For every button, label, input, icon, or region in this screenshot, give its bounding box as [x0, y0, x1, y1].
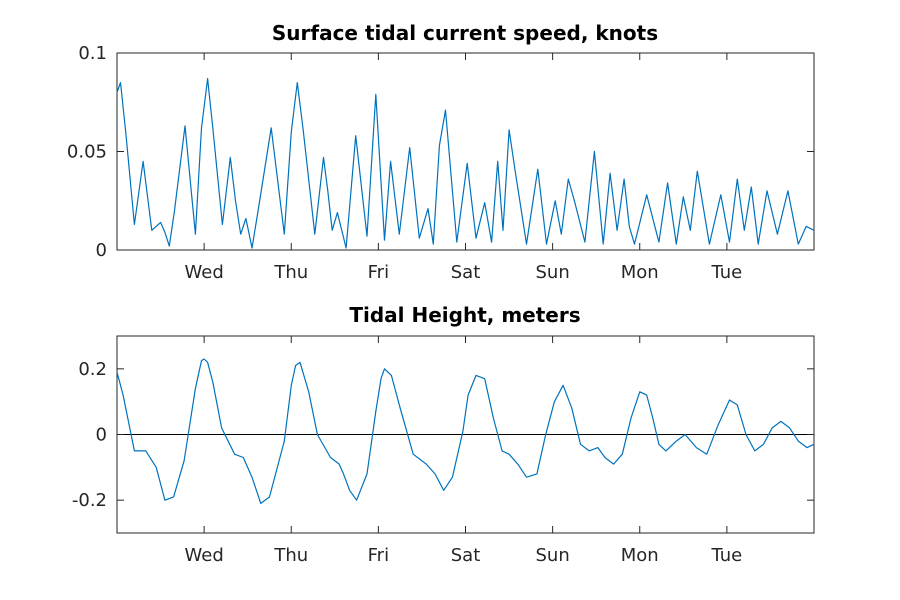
y-tick-label: 0.2	[78, 359, 107, 380]
panel-current-speed: Surface tidal current speed, knots Wed Th…	[67, 21, 815, 283]
x-tick-label: Sun	[536, 545, 570, 566]
series-line-current-speed	[116, 77, 815, 249]
axis-ticks-tidal-height: Wed Thu Fri Sat Sun Mon Tue -0.2 0 0.2	[72, 336, 814, 566]
x-tick-label: Thu	[273, 262, 308, 283]
panel-tidal-height: Tidal Height, meters Wed Thu Fri Sat Sun Mon T…	[72, 303, 815, 566]
x-tick-label: Mon	[621, 545, 659, 566]
y-tick-label: 0.1	[78, 43, 107, 64]
y-tick-label: 0.05	[67, 142, 107, 163]
y-tick-label: 0	[96, 240, 107, 261]
axis-ticks-current-speed: Wed Thu Fri Sat Sun Mon Tue 0 0.05 0.1	[67, 43, 814, 283]
x-tick-label: Sat	[451, 545, 481, 566]
series-group-tidal-height	[116, 358, 815, 504]
series-group-current-speed	[116, 77, 815, 249]
x-tick-label: Thu	[273, 545, 308, 566]
y-tick-label: 0	[96, 425, 107, 446]
x-tick-label: Wed	[185, 545, 224, 566]
chart-title-current-speed: Surface tidal current speed, knots	[272, 21, 658, 45]
x-tick-label: Mon	[621, 262, 659, 283]
x-tick-label: Tue	[711, 545, 743, 566]
chart-title-tidal-height: Tidal Height, meters	[349, 303, 580, 327]
x-tick-label: Sat	[451, 262, 481, 283]
series-line-tidal-height	[116, 358, 815, 504]
x-tick-label: Wed	[185, 262, 224, 283]
x-tick-label: Fri	[368, 545, 389, 566]
y-tick-label: -0.2	[72, 490, 107, 511]
x-tick-label: Sun	[536, 262, 570, 283]
x-tick-label: Tue	[711, 262, 743, 283]
x-tick-label: Fri	[368, 262, 389, 283]
